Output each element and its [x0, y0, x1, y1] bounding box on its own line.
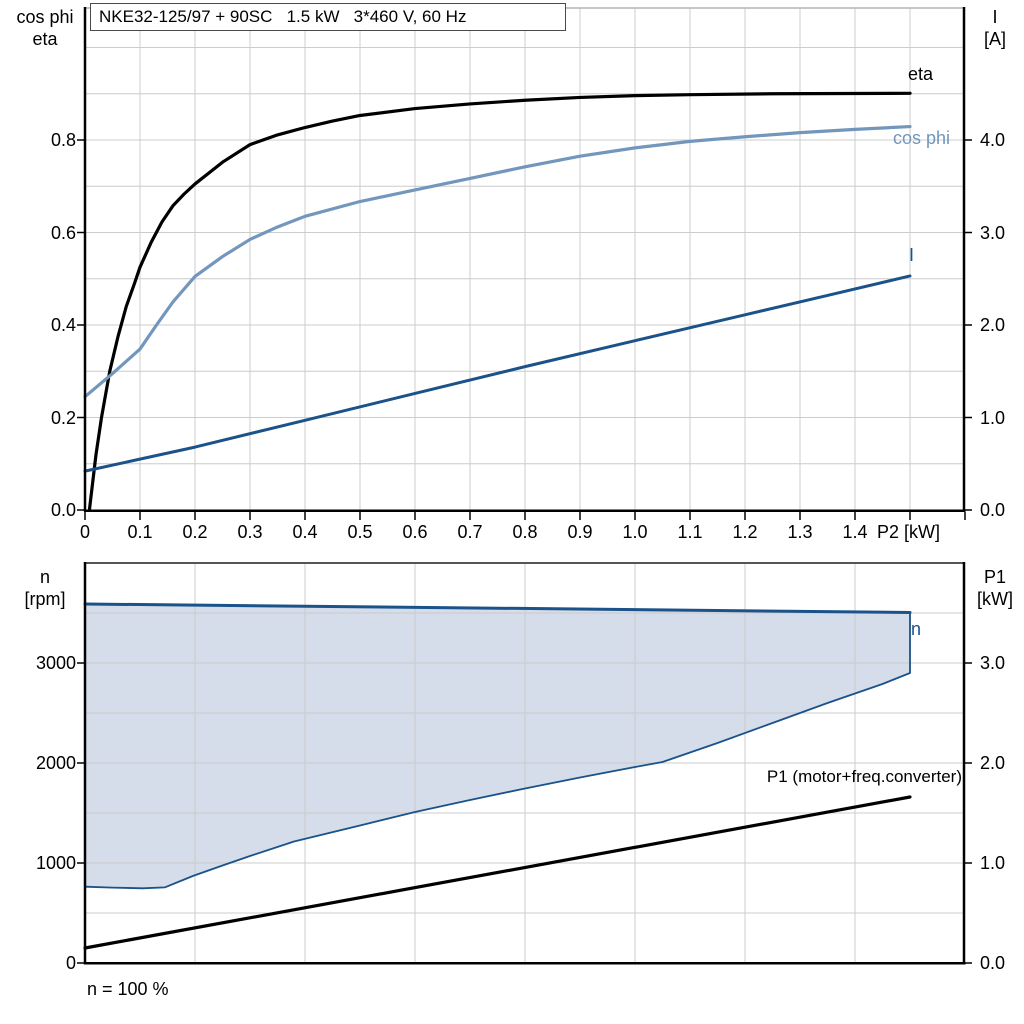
- speed-region-label: n: [911, 619, 922, 639]
- bottom-right-axis-title-unit: [kW]: [977, 589, 1013, 609]
- y-left-tick-label: 2000: [35, 753, 76, 773]
- top-left-axis-title-cosphi: cos phi: [16, 7, 74, 27]
- x-tick-label: 0.8: [512, 522, 538, 542]
- x-tick-label: 0.3: [237, 522, 263, 542]
- y-right-tick-label: 1.0: [980, 407, 1006, 428]
- current-curve-label: I: [909, 245, 915, 265]
- y-right-tick-label: 3.0: [980, 222, 1006, 243]
- y-left-tick-label: 0: [65, 953, 76, 973]
- y-right-tick-label: 0.0: [980, 953, 1006, 973]
- x-tick-label: 1.4: [842, 522, 868, 542]
- x-tick-label: 0: [79, 522, 90, 542]
- eta-curve: [87, 91, 912, 512]
- y-right-tick-label: 1.0: [980, 853, 1006, 873]
- x-tick-label: 1.3: [787, 522, 813, 542]
- cos-phi-curve-label: cos phi: [893, 128, 951, 148]
- x-tick-label: 0.1: [127, 522, 153, 542]
- x-tick-label: 0.6: [402, 522, 428, 542]
- top-left-axis-title-eta: eta: [32, 29, 58, 49]
- chart-title-box: NKE32-125/97 + 90SC 1.5 kW 3*460 V, 60 H…: [90, 3, 566, 31]
- speed-max-curve: [83, 602, 912, 614]
- y-left-tick-label: 3000: [35, 653, 76, 673]
- p2-axis-unit-label: P2 [kW]: [877, 522, 941, 542]
- y-left-tick-label: 0.4: [50, 315, 76, 335]
- cos-phi-curve: [83, 124, 912, 399]
- p1-curve: [83, 795, 912, 950]
- x-tick-label: 0.7: [457, 522, 483, 542]
- x-tick-label: 0.9: [567, 522, 593, 542]
- x-tick-label: 1.2: [732, 522, 758, 542]
- bottom-left-axis-title-unit: [rpm]: [24, 589, 66, 609]
- y-right-tick-label: 0.0: [980, 500, 1006, 520]
- x-tick-label: 0.2: [182, 522, 208, 542]
- bottom-right-axis-title-p1: P1: [983, 567, 1007, 587]
- y-left-tick-label: 0.0: [50, 500, 76, 520]
- eta-curve-label: eta: [908, 64, 934, 84]
- x-tick-label: 1.0: [622, 522, 648, 542]
- x-tick-label: 0.4: [292, 522, 318, 542]
- y-left-tick-label: 0.6: [50, 222, 76, 243]
- top-right-axis-title-current: I: [992, 7, 998, 27]
- top-right-axis-title-unit: [A]: [983, 29, 1006, 49]
- y-right-tick-label: 2.0: [980, 315, 1006, 335]
- x-tick-label: 0.5: [347, 522, 373, 542]
- y-right-tick-label: 2.0: [980, 753, 1006, 773]
- speed-region-outline: [84, 611, 911, 890]
- y-left-tick-label: 0.2: [50, 407, 76, 428]
- current-curve: [83, 274, 912, 473]
- p1-curve-label: P1 (motor+freq.converter): [766, 767, 962, 786]
- y-right-tick-label: 3.0: [980, 653, 1006, 673]
- speed-region-fill: [85, 604, 910, 889]
- y-right-tick-label: 4.0: [980, 130, 1006, 150]
- x-tick-label: 1.1: [677, 522, 703, 542]
- speed-footnote: n = 100 %: [87, 979, 169, 999]
- y-left-tick-label: 0.8: [50, 130, 76, 150]
- bottom-left-axis-title-n: n: [39, 567, 50, 587]
- y-left-tick-label: 1000: [35, 853, 76, 873]
